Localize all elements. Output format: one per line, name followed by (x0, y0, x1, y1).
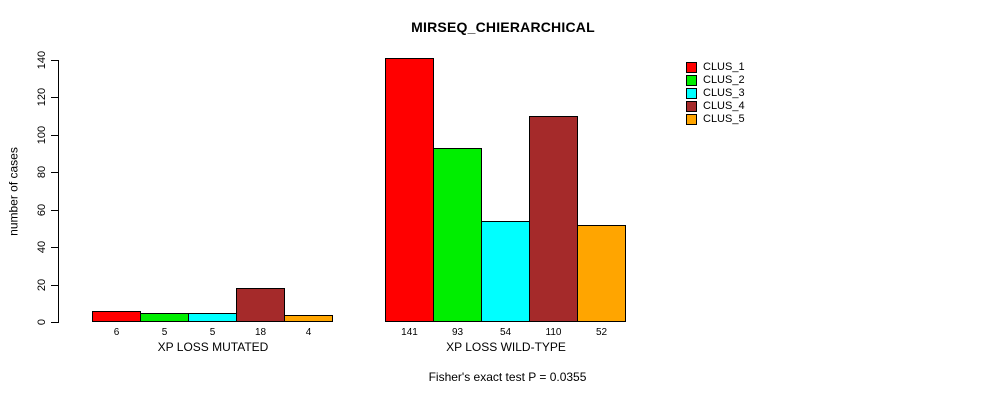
y-tick-label: 0 (36, 318, 48, 326)
y-tick (51, 210, 58, 211)
bar (284, 315, 333, 322)
y-axis-title: number of cases (6, 147, 21, 236)
bar (140, 313, 189, 322)
bar (433, 148, 482, 322)
bar (236, 288, 285, 322)
legend-swatch-icon (686, 101, 697, 112)
legend-item: CLUS_4 (686, 100, 745, 113)
bar (529, 116, 578, 322)
bar-value-label: 6 (113, 327, 120, 338)
y-axis-line (58, 60, 59, 323)
legend-item: CLUS_5 (686, 113, 745, 126)
legend-item: CLUS_2 (686, 74, 745, 87)
y-tick (51, 60, 58, 61)
y-tick-label: 60 (36, 203, 48, 217)
bar-value-label: 5 (161, 327, 168, 338)
y-tick (51, 135, 58, 136)
bar (188, 313, 237, 322)
bar-value-label: 141 (401, 327, 418, 338)
bar-value-label: 5 (209, 327, 216, 338)
bar-value-label: 18 (254, 327, 267, 338)
y-tick (51, 247, 58, 248)
y-tick (51, 285, 58, 286)
bar (385, 58, 434, 322)
legend-swatch-icon (686, 75, 697, 86)
legend-swatch-icon (686, 114, 697, 125)
y-tick (51, 322, 58, 323)
y-tick-label: 20 (36, 278, 48, 292)
legend-label: CLUS_4 (703, 100, 745, 112)
legend-swatch-icon (686, 88, 697, 99)
y-tick-label: 120 (36, 87, 48, 107)
legend-item: CLUS_3 (686, 87, 745, 100)
y-tick-label: 40 (36, 240, 48, 254)
chart-title: MIRSEQ_CHIERARCHICAL (411, 19, 595, 35)
y-tick-label: 140 (36, 50, 48, 70)
bar (92, 311, 141, 322)
legend-item: CLUS_1 (686, 61, 745, 74)
bar-value-label: 52 (595, 327, 608, 338)
legend-label: CLUS_2 (703, 74, 745, 86)
legend: CLUS_1 CLUS_2 CLUS_3 CLUS_4 CLUS_5 (686, 61, 745, 126)
bar-value-label: 4 (305, 327, 312, 338)
bar-value-label: 54 (499, 327, 512, 338)
y-tick (51, 172, 58, 173)
bar-value-label: 93 (451, 327, 464, 338)
group-label: XP LOSS WILD-TYPE (446, 340, 566, 354)
bar (481, 221, 530, 322)
legend-swatch-icon (686, 62, 697, 73)
bar-value-label: 110 (545, 327, 562, 338)
y-tick (51, 97, 58, 98)
group-label: XP LOSS MUTATED (157, 340, 269, 354)
y-tick-label: 80 (36, 165, 48, 179)
bar (577, 225, 626, 322)
legend-label: CLUS_1 (703, 61, 745, 73)
annotation-text: Fisher's exact test P = 0.0355 (428, 370, 587, 384)
y-tick-label: 100 (36, 125, 48, 145)
legend-label: CLUS_5 (703, 113, 745, 125)
legend-label: CLUS_3 (703, 87, 745, 99)
